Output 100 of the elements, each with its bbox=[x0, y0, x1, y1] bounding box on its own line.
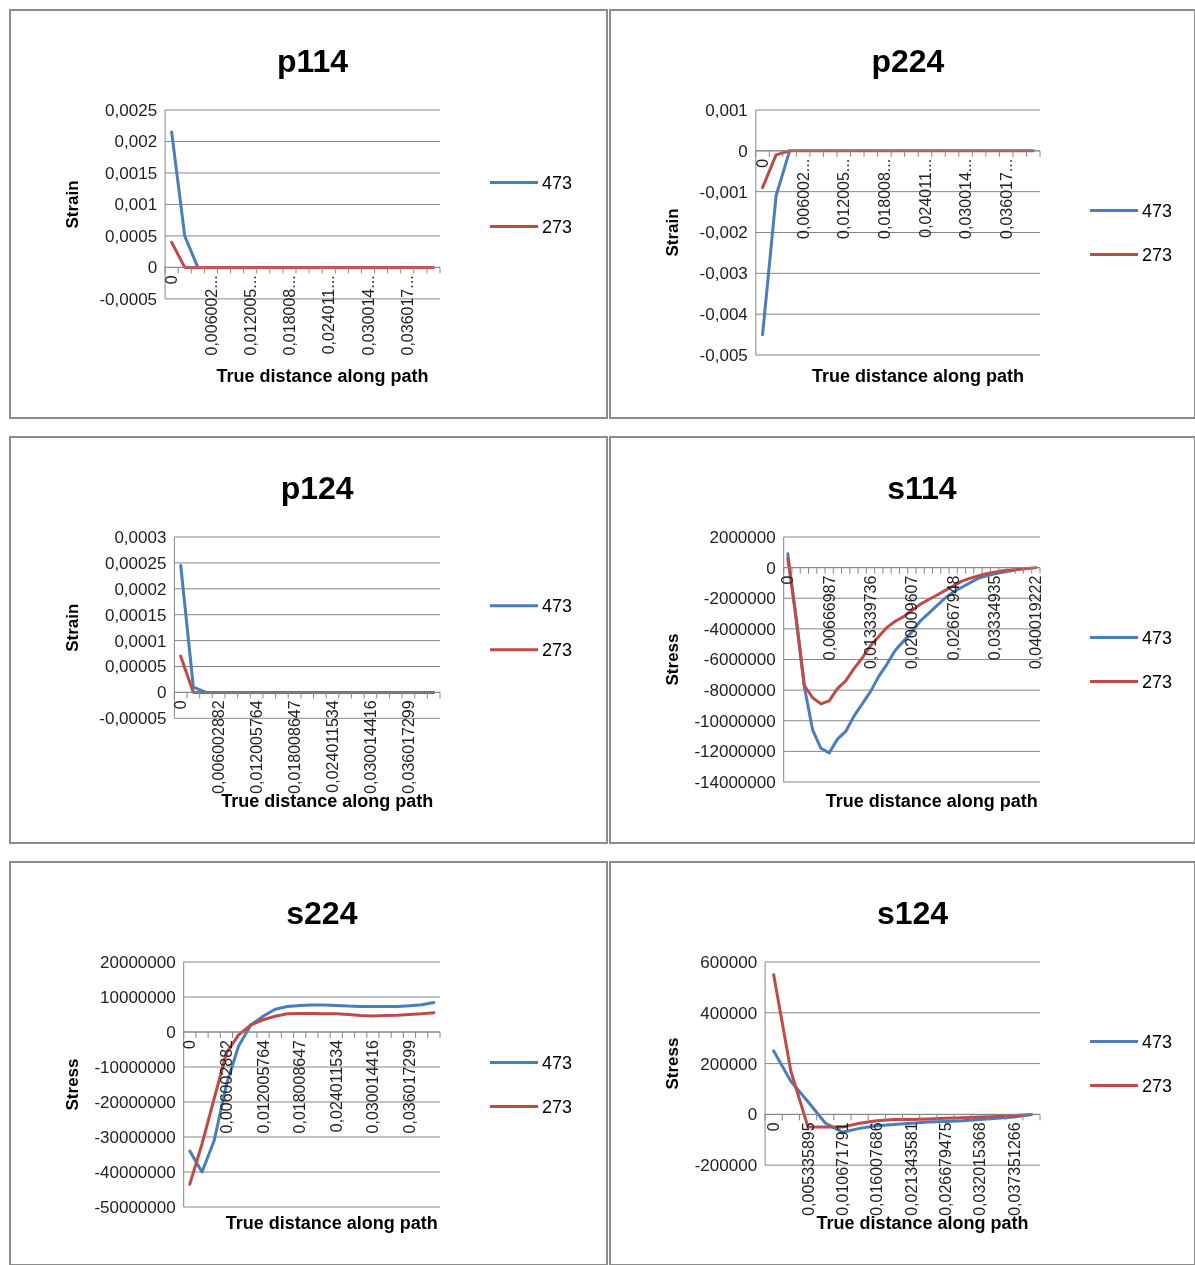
y-tick-label: -8000000 bbox=[703, 681, 776, 701]
x-tick-label: 0,036017299 bbox=[399, 700, 417, 794]
x-tick-label: 0,016007686 bbox=[868, 1122, 886, 1216]
x-tick-label: 0,024011... bbox=[320, 275, 338, 355]
y-axis-title: Stress bbox=[63, 1058, 82, 1111]
legend-label: 273 bbox=[1142, 1075, 1173, 1096]
x-tick-label: 0,018008647 bbox=[286, 700, 304, 794]
chart-title: s224 bbox=[286, 895, 358, 931]
x-tick-label: 0,005335895 bbox=[799, 1122, 817, 1216]
y-tick-label: -20000000 bbox=[94, 1092, 176, 1112]
y-axis-title: Strain bbox=[663, 208, 682, 257]
y-tick-label: 400000 bbox=[700, 1003, 758, 1023]
y-tick-label: 0 bbox=[156, 683, 167, 703]
y-tick-label: -0,001 bbox=[699, 182, 748, 202]
x-tick-label: 0 bbox=[765, 1122, 783, 1132]
y-tick-label: 0,0003 bbox=[114, 527, 167, 547]
legend-label: 473 bbox=[1142, 200, 1173, 221]
y-tick-label: 0 bbox=[738, 141, 748, 161]
y-tick-label: 0,0015 bbox=[105, 163, 158, 183]
x-tick-label: 0,03334935 bbox=[986, 575, 1004, 661]
x-tick-label: 0,024011... bbox=[916, 158, 934, 238]
x-tick-label: 0,020009607 bbox=[903, 575, 921, 670]
y-tick-label: 0,00015 bbox=[104, 605, 167, 625]
x-axis-title: True distance along path bbox=[825, 791, 1038, 811]
y-axis-title: Stress bbox=[663, 633, 682, 686]
y-tick-label: -0,003 bbox=[699, 264, 748, 284]
x-tick-label: 0,018008... bbox=[281, 275, 299, 356]
x-tick-label: 0,040019222 bbox=[1027, 575, 1045, 670]
x-tick-label: 0,00666987 bbox=[820, 575, 838, 661]
x-tick-label: 0,006002882 bbox=[218, 1039, 236, 1134]
x-tick-label: 0,036017... bbox=[398, 275, 416, 356]
y-tick-label: 0,0002 bbox=[114, 579, 167, 599]
y-tick-label: 200000 bbox=[700, 1054, 758, 1074]
legend-label: 473 bbox=[542, 1052, 573, 1073]
y-axis-title: Strain bbox=[63, 180, 82, 229]
legend-label: 473 bbox=[542, 172, 573, 193]
y-tick-label: -40000000 bbox=[94, 1162, 176, 1182]
y-tick-label: -0,002 bbox=[699, 223, 748, 243]
chart-title: p124 bbox=[280, 470, 354, 506]
x-tick-label: 0,02667948 bbox=[944, 575, 962, 661]
y-tick-label: -30000000 bbox=[94, 1127, 176, 1147]
y-tick-label: -0,004 bbox=[699, 305, 748, 325]
x-tick-label: 0,036017299 bbox=[401, 1039, 419, 1134]
x-tick-label: 0,024011534 bbox=[327, 1039, 345, 1133]
y-tick-label: -10000000 bbox=[94, 1057, 176, 1077]
x-tick-label: 0,006002882 bbox=[210, 700, 228, 794]
x-tick-label: 0,012005764 bbox=[254, 1039, 272, 1134]
x-tick-label: 0,037351266 bbox=[1005, 1122, 1023, 1216]
x-tick-label: 0,036017... bbox=[997, 158, 1015, 239]
x-axis-title: True distance along path bbox=[225, 1213, 438, 1233]
chart-title: s114 bbox=[887, 470, 957, 506]
y-axis-title: Stress bbox=[663, 1037, 682, 1090]
x-tick-label: 0,012005... bbox=[835, 158, 853, 239]
y-tick-label: -0,005 bbox=[699, 345, 748, 365]
y-tick-label: 2000000 bbox=[709, 527, 776, 547]
y-tick-label: -6000000 bbox=[703, 650, 776, 670]
x-tick-label: 0,021343581 bbox=[902, 1122, 920, 1216]
y-tick-label: 0,001 bbox=[114, 195, 158, 215]
x-tick-label: 0,030014... bbox=[957, 158, 975, 239]
y-tick-label: 0,0001 bbox=[114, 631, 167, 651]
legend-label: 473 bbox=[1142, 627, 1173, 648]
x-axis-title: True distance along path bbox=[811, 366, 1024, 386]
x-tick-label: 0 bbox=[779, 575, 797, 585]
y-axis-title: Strain bbox=[63, 603, 82, 652]
chart-title: p224 bbox=[871, 43, 945, 79]
y-tick-label: -2000000 bbox=[703, 589, 776, 609]
y-tick-label: 10000000 bbox=[100, 987, 176, 1007]
chart-title: p114 bbox=[276, 43, 349, 79]
y-tick-label: 0,0025 bbox=[105, 100, 158, 120]
y-tick-label: -12000000 bbox=[694, 742, 776, 762]
y-tick-label: -0,0005 bbox=[99, 289, 158, 309]
y-tick-label: 20000000 bbox=[100, 952, 176, 972]
x-tick-label: 0,013339736 bbox=[862, 575, 880, 670]
legend-label: 273 bbox=[542, 1096, 573, 1117]
x-tick-label: 0,024011534 bbox=[324, 700, 342, 793]
x-tick-label: 0,030014416 bbox=[362, 700, 380, 794]
y-tick-label: -0,00005 bbox=[99, 709, 167, 729]
y-tick-label: 0,0005 bbox=[105, 226, 158, 246]
y-tick-label: -4000000 bbox=[703, 619, 776, 639]
y-tick-label: 0,00025 bbox=[104, 553, 167, 573]
y-tick-label: 0 bbox=[147, 258, 158, 278]
y-tick-label: 0,001 bbox=[705, 100, 748, 120]
legend-label: 473 bbox=[1142, 1031, 1173, 1052]
y-tick-label: -10000000 bbox=[694, 711, 776, 731]
chart-title: s124 bbox=[876, 895, 949, 931]
x-tick-label: 0,032015368 bbox=[971, 1122, 989, 1216]
y-tick-label: 0 bbox=[166, 1022, 176, 1042]
x-axis-title: True distance along path bbox=[216, 366, 429, 386]
y-tick-label: -50000000 bbox=[94, 1197, 176, 1217]
x-tick-label: 0 bbox=[172, 700, 190, 710]
legend-label: 273 bbox=[542, 639, 573, 660]
x-tick-label: 0,030014416 bbox=[364, 1039, 382, 1134]
y-tick-label: -200000 bbox=[694, 1156, 758, 1176]
x-tick-label: 0,026679475 bbox=[937, 1122, 955, 1216]
x-tick-label: 0,012005... bbox=[241, 275, 259, 356]
x-tick-label: 0,030014... bbox=[359, 275, 377, 356]
x-tick-label: 0,018008... bbox=[875, 158, 893, 239]
y-tick-label: 600000 bbox=[700, 952, 758, 972]
y-tick-label: -14000000 bbox=[694, 772, 776, 792]
legend-label: 273 bbox=[1142, 671, 1173, 692]
